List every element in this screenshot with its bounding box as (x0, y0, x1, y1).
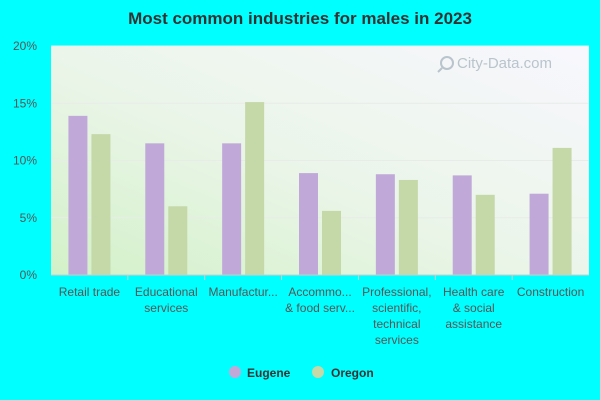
category-labels: Retail trade Educational services Manufactu… (59, 275, 584, 347)
x-category-label: Professional, scientific, technical service… (362, 285, 431, 347)
legend-item-eugene[interactable]: Eugene (229, 366, 291, 380)
watermark-magnifier-icon (440, 56, 454, 70)
bars (68, 102, 572, 275)
bar-oregon[interactable] (245, 102, 265, 275)
x-category-label: Retail trade (59, 285, 121, 299)
legend: Eugene Oregon (229, 366, 374, 380)
legend-swatch-oregon (312, 366, 324, 378)
x-category-label: Construction (517, 285, 584, 299)
x-category-label: Educational services (135, 285, 198, 315)
legend-label-oregon: Oregon (331, 366, 374, 380)
chart-title: Most common industries for males in 2023 (128, 9, 472, 28)
y-axis-ticks: 0% 5% 10% 15% 20% (13, 39, 37, 282)
bar-oregon[interactable] (168, 206, 188, 275)
bar-eugene[interactable] (299, 173, 318, 275)
bar-eugene[interactable] (375, 174, 395, 275)
bar-oregon[interactable] (552, 147, 572, 275)
x-category-label: Health care & social assistance (443, 285, 505, 331)
bar-oregon[interactable] (322, 210, 341, 275)
y-tick-label: 20% (13, 39, 37, 53)
y-tick-label: 15% (13, 96, 37, 110)
legend-label-eugene: Eugene (247, 366, 291, 380)
legend-swatch-eugene (229, 366, 241, 378)
watermark: City-Data.com (437, 55, 552, 73)
x-category-label: Manufactur... (208, 285, 277, 299)
x-category-label: Accommo... & food serv... (285, 285, 355, 315)
gridlines (51, 45, 589, 219)
bar-eugene[interactable] (529, 193, 549, 275)
bar-eugene[interactable] (68, 115, 88, 275)
legend-item-oregon[interactable]: Oregon (312, 366, 374, 380)
y-tick-label: 0% (20, 268, 38, 282)
watermark-text: City-Data.com (457, 55, 552, 72)
bar-eugene[interactable] (145, 143, 165, 275)
y-tick-label: 5% (20, 211, 38, 225)
bar-oregon[interactable] (398, 179, 418, 275)
watermark-magnifier-handle (437, 67, 443, 73)
bar-eugene[interactable] (222, 143, 242, 275)
bar-eugene[interactable] (452, 175, 472, 275)
y-tick-label: 10% (13, 154, 37, 168)
bar-oregon[interactable] (475, 194, 495, 275)
bar-oregon[interactable] (91, 134, 111, 275)
